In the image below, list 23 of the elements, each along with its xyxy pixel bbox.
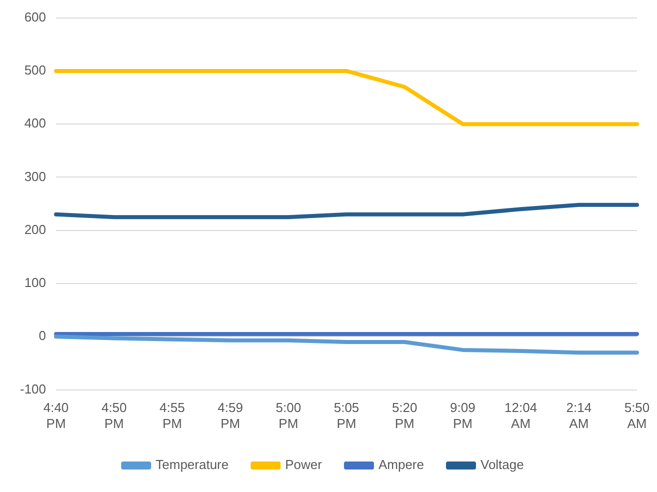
x-tick-label: 5:00 PM [276,400,302,431]
x-tick-label: 9:09 PM [450,400,476,431]
y-tick-label: 500 [24,62,46,78]
x-tick-label: 5:20 PM [392,400,418,431]
x-tick-label: 12:04 AM [504,400,538,431]
x-tick-label: 4:50 PM [101,400,127,431]
y-tick-label: -100 [20,381,46,396]
x-tick-label: 4:55 PM [160,400,185,431]
legend-label: Power [285,457,323,472]
y-tick-label: 300 [24,168,46,184]
y-tick-label: 400 [24,116,46,131]
y-tick-label: 200 [24,222,46,237]
legend-label: Temperature [156,457,229,472]
x-tick-label: 5:50 AM [624,400,650,431]
y-tick-label: 0 [38,328,46,344]
y-tick-label: 600 [24,9,46,24]
x-tick-label: 2:14 AM [566,400,592,431]
legend-label: Voltage [480,457,524,472]
x-tick-label: 5:05 PM [334,400,360,431]
x-tick-label: 4:40 PM [43,400,69,431]
legend-label: Ampere [378,457,424,472]
x-tick-label: 4:59 PM [218,400,243,431]
y-tick-label: 100 [24,275,46,290]
